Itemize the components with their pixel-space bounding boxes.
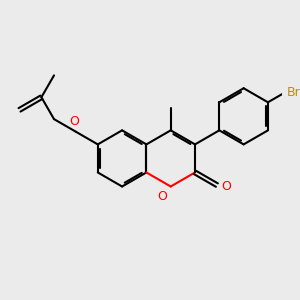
Text: O: O: [158, 190, 167, 203]
Text: Br: Br: [286, 86, 300, 99]
Text: O: O: [221, 180, 231, 193]
Text: O: O: [70, 116, 80, 128]
